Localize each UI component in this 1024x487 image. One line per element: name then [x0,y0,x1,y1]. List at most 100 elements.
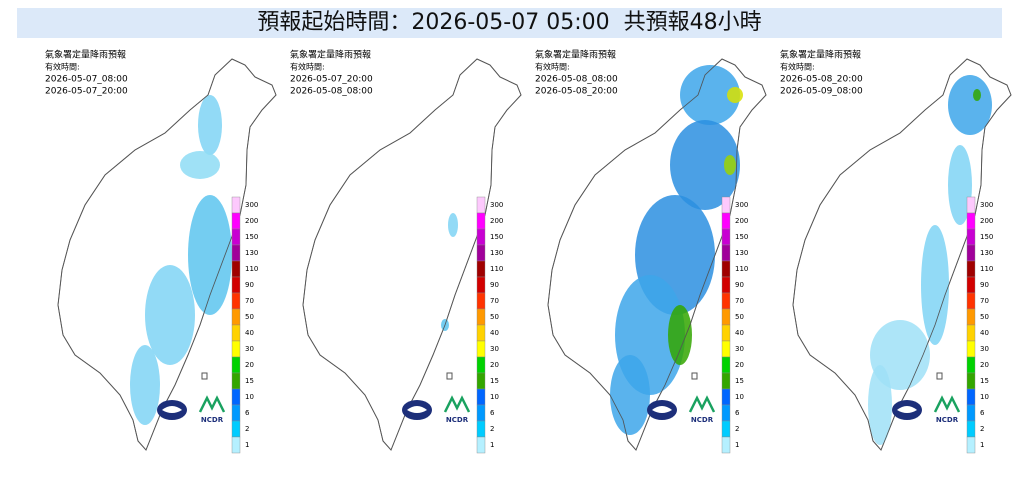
colorbar-label: 2 [980,425,984,433]
valid-time: 2026-05-07_08:00 [45,75,128,85]
colorbar-label: 6 [980,409,985,417]
colorbar-segment [231,436,241,454]
valid-time: 2026-05-08_20:00 [780,75,863,85]
colorbar-segment [476,324,486,342]
valid-label: 有效時間: [780,62,815,72]
valid-time: 2026-05-08_20:00 [535,87,618,97]
valid-time: 2026-05-08_08:00 [535,75,618,85]
taiwan-map [547,58,767,451]
colorbar-label: 30 [980,345,989,353]
valid-time: 2026-05-08_08:00 [290,87,373,97]
rain-area [145,265,195,365]
colorbar-label: 10 [245,393,254,401]
colorbar-label: 300 [490,201,503,209]
island [936,372,943,380]
colorbar-label: 150 [980,233,993,241]
colorbar-segment [966,420,976,438]
colorbar-segment [966,308,976,326]
rain-area [198,95,222,155]
rain-area [448,213,458,237]
colorbar-label: 50 [490,313,499,321]
rain-area [724,155,736,175]
colorbar-segment [476,404,486,422]
colorbar-label: 1 [245,441,249,449]
colorbar-segment [476,372,486,390]
colorbar-label: 20 [980,361,989,369]
cwa-logo-mark [652,406,672,413]
land [302,58,522,451]
colorbar-label: 90 [490,281,499,289]
valid-label: 有效時間: [45,62,80,72]
colorbar-label: 40 [735,329,744,337]
colorbar-segment [966,212,976,230]
island [691,372,698,380]
colorbar-segment [721,356,731,374]
rain-area [130,345,160,425]
colorbar-label: 50 [245,313,254,321]
colorbar-segment [721,196,731,214]
colorbar-label: 300 [735,201,748,209]
colorbar-segment [231,228,241,246]
colorbar-label: 20 [490,361,499,369]
colorbar-segment [966,356,976,374]
ncdr-logo-mark [198,395,226,413]
colorbar-segment [966,372,976,390]
rain-area [727,87,743,103]
island [446,372,453,380]
colorbar-segment [721,244,731,262]
colorbar-label: 50 [735,313,744,321]
colorbar-segment [231,340,241,358]
colorbar-segment [966,244,976,262]
rain-area [668,305,692,365]
colorbar-segment [476,276,486,294]
colorbar-segment [476,228,486,246]
colorbar-segment [966,340,976,358]
rain-area [948,75,992,135]
colorbar-label: 70 [980,297,989,305]
colorbar-segment [721,324,731,342]
colorbar-segment [476,356,486,374]
colorbar-segment [966,196,976,214]
taiwan-map [302,58,522,451]
colorbar-label: 300 [980,201,993,209]
colorbar-label: 130 [735,249,748,257]
colorbar-segment [966,228,976,246]
colorbar-segment [231,244,241,262]
colorbar-label: 150 [490,233,503,241]
colorbar-label: 130 [980,249,993,257]
colorbar-segment [231,276,241,294]
colorbar-label: 90 [980,281,989,289]
colorbar-segment [231,324,241,342]
colorbar-segment [966,436,976,454]
colorbar-segment [231,212,241,230]
colorbar-segment [966,276,976,294]
ncdr-logo-text: NCDR [691,416,714,424]
colorbar-label: 130 [245,249,258,257]
colorbar-label: 70 [245,297,254,305]
ncdr-logo-text: NCDR [201,416,224,424]
panel-header: 氣象署定量降雨預報 [780,49,861,61]
valid-label: 有效時間: [290,62,325,72]
colorbar-label: 200 [245,217,258,225]
ncdr-logo-text: NCDR [446,416,469,424]
colorbar-label: 50 [980,313,989,321]
cwa-logo-mark [897,406,917,413]
colorbar-segment [721,292,731,310]
colorbar-segment [231,372,241,390]
colorbar-segment [231,292,241,310]
colorbar-segment [231,404,241,422]
colorbar-label: 130 [490,249,503,257]
ncdr-logo-mark [443,395,471,413]
colorbar-segment [231,356,241,374]
colorbar-segment [966,260,976,278]
colorbar-label: 110 [490,265,503,273]
colorbar-segment [476,388,486,406]
title: 預報起始時間：2026-05-07 05:00 共預報48小時 [17,8,1002,38]
colorbar-label: 40 [980,329,989,337]
colorbar-label: 10 [735,393,744,401]
colorbar-segment [231,420,241,438]
colorbar-segment [476,244,486,262]
